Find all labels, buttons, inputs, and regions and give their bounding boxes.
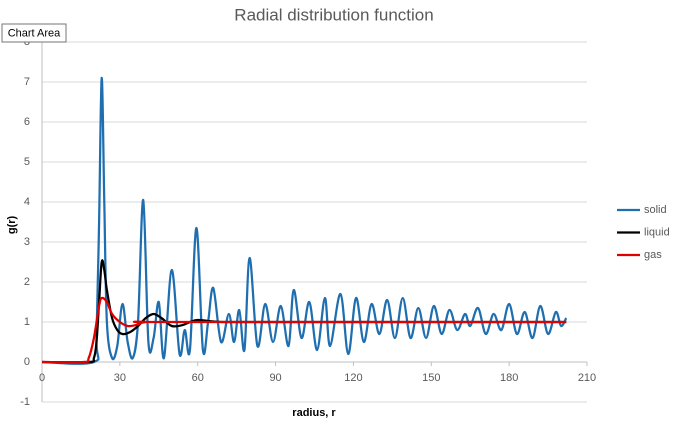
x-tick-label: 90 [269, 372, 281, 384]
x-tick-label: 210 [578, 372, 596, 384]
y-tick-label: 4 [24, 196, 30, 208]
x-tick-label: 150 [422, 372, 440, 384]
plot-area: -10123456780306090120150180210 [20, 36, 596, 408]
legend-label: solid [644, 204, 667, 216]
y-tick-label: 2 [24, 276, 30, 288]
y-tick-label: 3 [24, 236, 30, 248]
x-tick-label: 60 [192, 372, 204, 384]
y-tick-label: 7 [24, 76, 30, 88]
legend-label: gas [644, 249, 662, 261]
series-line [41, 76, 568, 365]
y-tick-label: -1 [20, 396, 30, 408]
series-line [41, 296, 567, 364]
x-tick-label: 180 [500, 372, 518, 384]
x-axis-title: radius, r [292, 407, 336, 419]
legend: solid liquid gas [617, 204, 670, 261]
y-tick-label: 0 [24, 356, 30, 368]
x-tick-label: 120 [344, 372, 362, 384]
tooltip: Chart Area [1, 23, 67, 43]
x-tick-label: 0 [39, 372, 45, 384]
y-tick-label: 5 [24, 156, 30, 168]
chart-title: Radial distribution function [234, 5, 433, 24]
legend-label: liquid [644, 226, 670, 238]
x-tick-label: 30 [114, 372, 126, 384]
y-axis-title: g(r) [6, 216, 18, 235]
y-tick-label: 1 [24, 316, 30, 328]
tooltip-text: Chart Area [8, 27, 61, 39]
y-tick-label: 6 [24, 116, 30, 128]
tooltip-box [1, 23, 67, 43]
